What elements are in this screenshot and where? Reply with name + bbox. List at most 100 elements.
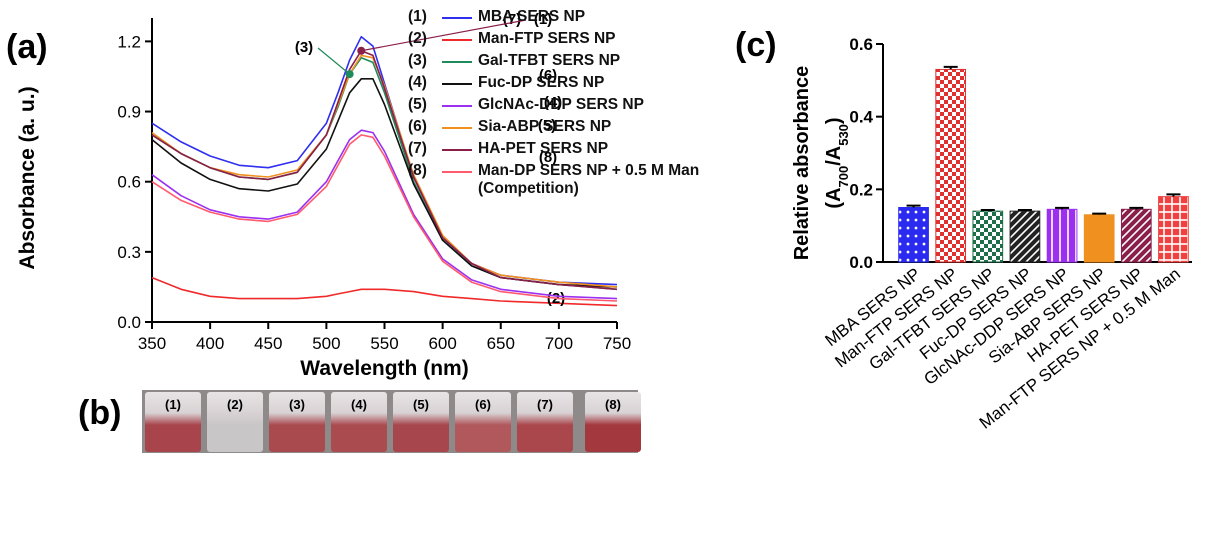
y-axis-title-part: /A bbox=[823, 146, 845, 166]
legend-swatch bbox=[442, 61, 472, 63]
y-tick-label: 0.9 bbox=[117, 103, 141, 122]
legend-swatch bbox=[442, 39, 472, 41]
y-tick-label: 0.0 bbox=[849, 253, 873, 272]
vial bbox=[269, 392, 325, 452]
panel-label: (b) bbox=[78, 394, 121, 432]
error-bar bbox=[906, 204, 921, 208]
vial-label: (5) bbox=[413, 397, 429, 412]
leader-line bbox=[361, 19, 527, 52]
legend-swatch bbox=[442, 127, 472, 129]
y-axis-title-part: 530 bbox=[836, 124, 851, 146]
vial-label: (2) bbox=[227, 397, 243, 412]
legend-number: (5) bbox=[408, 96, 427, 113]
series-line bbox=[151, 49, 618, 291]
error-bar bbox=[1092, 212, 1107, 215]
legend-number: (3) bbox=[408, 52, 427, 69]
y-tick-label: 0.2 bbox=[849, 180, 873, 199]
vial bbox=[455, 392, 511, 452]
legend-item: (6) Sia-ABP SERS NP bbox=[408, 118, 728, 140]
y-tick-label: 0.6 bbox=[117, 173, 141, 192]
legend-swatch bbox=[442, 105, 472, 107]
bar bbox=[972, 210, 1004, 263]
legend-item: (2) Man-FTP SERS NP bbox=[408, 30, 728, 52]
legend-item: (7) HA-PET SERS NP bbox=[408, 140, 728, 162]
x-tick-label: 700 bbox=[545, 334, 573, 353]
x-tick-label: 750 bbox=[603, 334, 631, 353]
y-axis-title-part: 700 bbox=[836, 166, 851, 188]
curve-label: (8) bbox=[539, 149, 557, 166]
y-axis-title-ratio: (A700/A530) bbox=[823, 117, 851, 208]
series-line bbox=[151, 129, 618, 300]
bar bbox=[1046, 208, 1078, 263]
legend-text: Fuc-DP SERS NP bbox=[478, 74, 605, 91]
legend-text: Sia-ABP SERS NP bbox=[478, 118, 612, 135]
legend-text: GlcNAc-DDP SERS NP bbox=[478, 96, 644, 113]
y-tick-label: 0.3 bbox=[117, 243, 141, 262]
error-bar bbox=[1017, 209, 1032, 212]
legend-number: (7) bbox=[408, 140, 427, 157]
legend-item: (4) Fuc-DP SERS NP bbox=[408, 74, 728, 96]
point-marker bbox=[345, 70, 354, 79]
curve-label: (4) bbox=[544, 94, 562, 111]
panel-label: (c) bbox=[735, 26, 777, 64]
panel-label: (a) bbox=[6, 28, 48, 66]
vial-label: (7) bbox=[537, 397, 553, 412]
vial-label: (8) bbox=[605, 397, 621, 412]
curve-label: (3) bbox=[295, 39, 313, 56]
y-axis-title-part: ) bbox=[823, 117, 845, 124]
legend-item: (8) Man-DP SERS NP + 0.5 M Man (Competiti… bbox=[408, 162, 728, 197]
legend-swatch bbox=[442, 17, 472, 19]
legend-number: (1) bbox=[408, 8, 427, 25]
legend-text: Gal-TFBT SERS NP bbox=[478, 52, 621, 69]
vial bbox=[585, 392, 641, 452]
x-tick-label: 650 bbox=[487, 334, 515, 353]
x-tick-label: 500 bbox=[312, 334, 340, 353]
x-axis-title: Wavelength (nm) bbox=[300, 357, 468, 380]
y-axis-title-part: (A bbox=[823, 187, 845, 208]
legend: (1) MBA SERS NP (2) Man-FTP SERS NP (3) Gal-T… bbox=[408, 8, 728, 197]
error-bar bbox=[943, 65, 958, 70]
legend-swatch bbox=[442, 149, 472, 151]
vial-label: (3) bbox=[289, 397, 305, 412]
bar bbox=[898, 207, 929, 263]
legend-number: (6) bbox=[408, 118, 427, 135]
error-bar bbox=[1055, 206, 1070, 210]
series-line bbox=[151, 134, 618, 302]
error-bar bbox=[1166, 193, 1181, 197]
bar bbox=[1120, 208, 1152, 263]
legend-item: (5) GlcNAc-DDP SERS NP bbox=[408, 96, 728, 118]
x-tick-label: 600 bbox=[428, 334, 456, 353]
error-bar bbox=[980, 209, 995, 212]
y-tick-label: 0.0 bbox=[117, 313, 141, 332]
legend-text: HA-PET SERS NP bbox=[478, 140, 609, 157]
legend-number: (2) bbox=[408, 30, 427, 47]
legend-text: MBA SERS NP bbox=[478, 8, 586, 25]
bar bbox=[935, 68, 967, 263]
bar bbox=[1083, 214, 1115, 263]
error-bar bbox=[1129, 206, 1144, 210]
series-line bbox=[151, 78, 618, 288]
bar bbox=[1009, 210, 1041, 263]
vial bbox=[207, 392, 263, 452]
y-tick-label: 0.4 bbox=[849, 108, 873, 127]
curve-label: (6) bbox=[539, 67, 557, 84]
vial-label: (1) bbox=[165, 397, 181, 412]
leader-line bbox=[317, 47, 351, 75]
y-axis-title: Relative absorbance bbox=[791, 66, 813, 261]
legend-item: (1) MBA SERS NP bbox=[408, 8, 728, 30]
legend-text: Man-DP SERS NP + 0.5 M Man (Competition) bbox=[478, 162, 700, 197]
vial bbox=[517, 392, 573, 452]
series-line bbox=[151, 276, 618, 307]
x-tick-label: 550 bbox=[370, 334, 398, 353]
legend-number: (4) bbox=[408, 74, 427, 91]
legend-item: (3) Gal-TFBT SERS NP bbox=[408, 52, 728, 74]
vial-label: (6) bbox=[475, 397, 491, 412]
legend-number: (8) bbox=[408, 162, 427, 179]
y-tick-label: 1.2 bbox=[117, 32, 141, 51]
x-tick-label: 450 bbox=[254, 334, 282, 353]
x-tick-label: 350 bbox=[138, 334, 166, 353]
y-tick-label: 0.6 bbox=[849, 35, 873, 54]
legend-text: Man-FTP SERS NP bbox=[478, 30, 616, 47]
